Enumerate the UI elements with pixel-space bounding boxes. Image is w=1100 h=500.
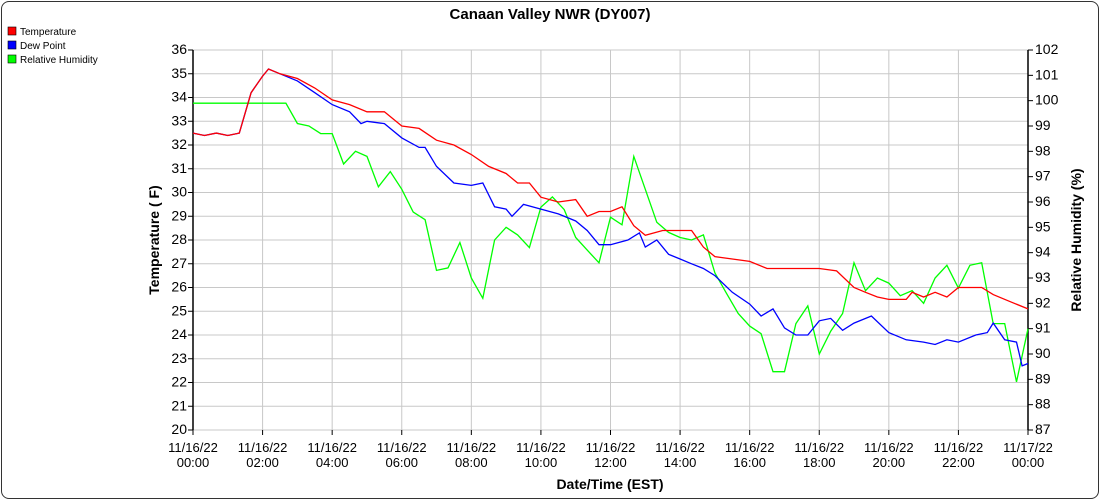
x-tick-label-time: 00:00: [1012, 455, 1045, 470]
y-tick-label: 22: [171, 374, 187, 390]
y-tick-label: 35: [171, 65, 187, 81]
chart-title: Canaan Valley NWR (DY007): [450, 6, 651, 23]
series-line-temperature: [192, 68, 1029, 310]
y-tick-label: 24: [171, 326, 187, 342]
x-tick-label-time: 14:00: [664, 455, 697, 470]
x-tick-label-date: 11/16/22: [655, 440, 705, 455]
y-axis-label: Temperature ( F): [146, 185, 162, 294]
x-tick-label-time: 20:00: [873, 455, 906, 470]
x-tick-label-time: 00:00: [177, 455, 210, 470]
x-tick-label-time: 16:00: [733, 455, 766, 470]
y-tick-label: 20: [171, 421, 187, 437]
y2-tick-label: 92: [1035, 294, 1051, 310]
legend-swatch: [7, 40, 17, 50]
y-tick-label: 29: [171, 207, 187, 223]
y2-axis-label: Relative Humidity (%): [1068, 168, 1084, 311]
legend-label: Relative Humidity: [20, 55, 98, 66]
y2-tick-label: 102: [1035, 41, 1059, 57]
x-tick-label-date: 11/16/22: [586, 440, 636, 455]
y-tick-label: 27: [171, 255, 187, 271]
y-tick-label: 33: [171, 112, 187, 128]
x-tick-label-time: 02:00: [246, 455, 279, 470]
legend-swatch: [7, 54, 17, 64]
grid: [192, 49, 1029, 431]
x-tick-label-time: 06:00: [385, 455, 418, 470]
x-tick-label-date: 11/16/22: [307, 440, 357, 455]
x-tick-label-date: 11/16/22: [168, 440, 218, 455]
x-tick-label-time: 22:00: [942, 455, 975, 470]
y-tick-label: 30: [171, 184, 187, 200]
y-tick-label: 23: [171, 350, 187, 366]
x-axis-label: Date/Time (EST): [556, 476, 663, 492]
series-line-relative-humidity: [193, 102, 1029, 383]
y2-tick-label: 95: [1035, 218, 1051, 234]
y2-tick-label: 96: [1035, 193, 1051, 209]
x-tick-label-date: 11/16/22: [516, 440, 566, 455]
y2-tick-label: 88: [1035, 396, 1051, 412]
x-tick-label-time: 08:00: [455, 455, 488, 470]
x-tick-label-date: 11/16/22: [238, 440, 288, 455]
y-tick-label: 34: [171, 89, 187, 105]
y2-tick-label: 100: [1035, 92, 1059, 108]
series-lines: [192, 68, 1029, 383]
series-line-dew-point: [192, 68, 1029, 367]
x-tick-label-time: 18:00: [803, 455, 836, 470]
y-tick-label: 28: [171, 231, 187, 247]
legend-swatch: [7, 26, 17, 36]
y2-tick-label: 97: [1035, 168, 1051, 184]
x-tick-label-date: 11/16/22: [377, 440, 427, 455]
y-tick-label: 36: [171, 41, 187, 57]
legend-label: Dew Point: [20, 41, 66, 52]
x-tick-label-time: 10:00: [525, 455, 558, 470]
x-tick-label-time: 04:00: [316, 455, 349, 470]
y2-tick-label: 90: [1035, 345, 1051, 361]
y-tick-label: 25: [171, 302, 187, 318]
y2-tick-label: 93: [1035, 269, 1051, 285]
x-tick-label-date: 11/17/22: [1003, 440, 1053, 455]
y-tick-label: 21: [171, 397, 187, 413]
y2-tick-label: 98: [1035, 142, 1051, 158]
y-tick-label: 32: [171, 136, 187, 152]
y2-tick-label: 101: [1035, 66, 1059, 82]
legend-label: Temperature: [20, 27, 77, 38]
x-tick-label-date: 11/16/22: [725, 440, 775, 455]
legend: Temperature Dew Point Relative Humidity: [7, 26, 98, 66]
x-tick-label-date: 11/16/22: [934, 440, 984, 455]
y2-tick-label: 99: [1035, 117, 1051, 133]
axes: 20 21 22 23 24 25 26 27 28 29 30 31 32 33 34 35 36 87 88 89…: [168, 41, 1058, 470]
y2-tick-label: 91: [1035, 320, 1051, 336]
x-tick-label-date: 11/16/22: [794, 440, 844, 455]
x-tick-label-time: 12:00: [594, 455, 627, 470]
x-tick-label-date: 11/16/22: [864, 440, 914, 455]
y2-tick-label: 94: [1035, 244, 1051, 260]
y2-tick-label: 87: [1035, 421, 1051, 437]
x-tick-label-date: 11/16/22: [447, 440, 497, 455]
y-tick-label: 26: [171, 279, 187, 295]
y-tick-label: 31: [171, 160, 187, 176]
y2-tick-label: 89: [1035, 370, 1051, 386]
